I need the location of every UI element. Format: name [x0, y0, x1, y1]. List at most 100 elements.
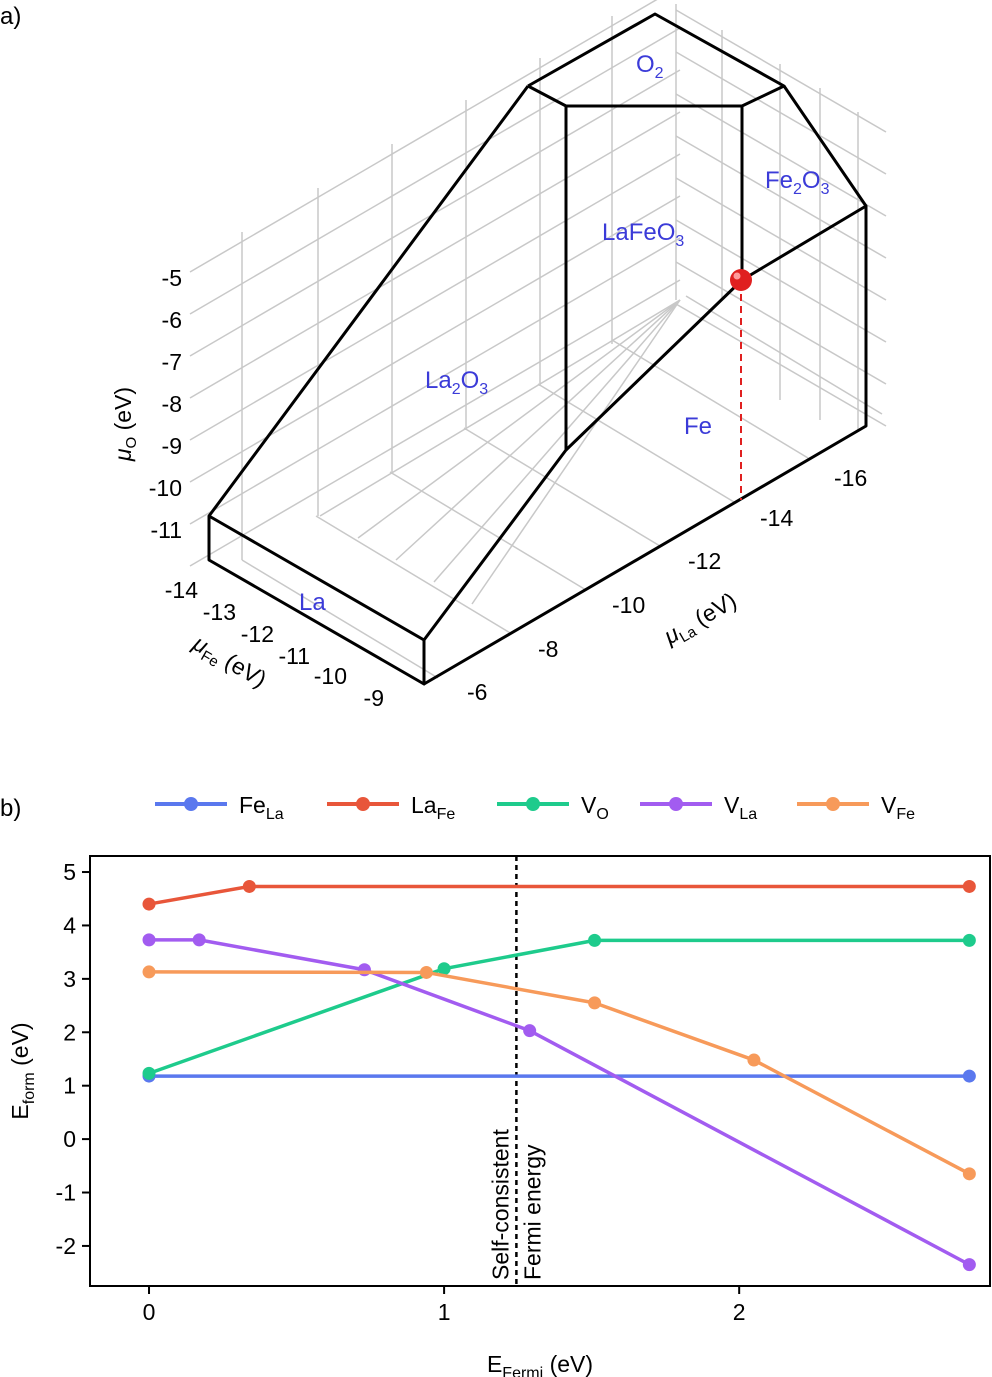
region-lafeo3: LaFeO3 [602, 219, 684, 250]
grid-line [395, 299, 681, 561]
grid-line [189, 27, 681, 315]
tick-la-0: -6 [467, 679, 487, 705]
grid-line [471, 299, 681, 605]
y-tick-label: 1 [63, 1073, 76, 1099]
point-VFe [962, 1167, 976, 1181]
grid-line [611, 339, 809, 459]
axis-mu-o-label: μO (eV) [110, 387, 140, 462]
grid-line [675, 303, 887, 427]
point-VLa [357, 963, 371, 977]
region-la2o3: La2O3 [425, 367, 488, 398]
x-tick-label: 0 [143, 1299, 156, 1325]
point-VLa [192, 933, 206, 947]
panel-a-label: a) [0, 3, 21, 30]
tick-la-4: -14 [760, 505, 793, 531]
y-tick-label: 2 [63, 1019, 76, 1045]
x-tick-label: 1 [438, 1299, 451, 1325]
x-tick-label: 2 [733, 1299, 746, 1325]
x-ticks: 0 1 2 [143, 1286, 746, 1325]
y-tick-label: 0 [63, 1126, 76, 1152]
tick-fe-4: -10 [314, 663, 347, 689]
series-line-VO [148, 938, 970, 1076]
tick-o-3: -8 [162, 391, 182, 417]
point-LaFe [142, 897, 156, 911]
y-tick-label: -1 [56, 1180, 76, 1206]
legend-label-LaFe: LaFe [411, 792, 455, 823]
tick-o-2: -7 [162, 349, 182, 375]
series-group [142, 879, 976, 1272]
edge-lafeo3-mid [564, 106, 744, 452]
grid-line [675, 93, 887, 217]
chemical-potential-marker [730, 269, 752, 291]
marker-highlight [733, 272, 741, 280]
axis-mu-la-ticks: -6 -8 -10 -12 -14 -16 [467, 465, 867, 705]
y-ticks: 5 4 3 2 1 0 -1 -2 [56, 859, 90, 1259]
tick-fe-5: -9 [364, 685, 384, 711]
grid-line [189, 153, 681, 441]
point-VLa [962, 1258, 976, 1272]
point-VFe [419, 965, 433, 979]
tick-fe-0: -14 [165, 577, 198, 603]
y-tick-label: -2 [56, 1233, 76, 1259]
legend-marker-VFe [826, 797, 840, 811]
tick-fe-2: -12 [241, 621, 274, 647]
grid-line [433, 299, 681, 583]
region-o2: O2 [636, 51, 664, 82]
point-VO [142, 1066, 156, 1080]
y-tick-label: 4 [63, 912, 76, 938]
grid-line [189, 111, 681, 399]
tick-fe-3: -11 [278, 643, 310, 669]
grid-line [675, 9, 887, 133]
tick-o-4: -9 [162, 433, 182, 459]
grid-line [189, 279, 681, 567]
legend-label-VO: VO [581, 792, 609, 823]
point-VO [588, 933, 602, 947]
edge-o2-top [527, 12, 786, 108]
fermi-label-line1: Self-consistent [487, 1129, 513, 1280]
grid-line [537, 383, 735, 503]
legend-marker-LaFe [356, 797, 370, 811]
grid-line [241, 559, 439, 679]
grid-line [319, 299, 681, 517]
grid-line [463, 427, 661, 547]
formation-energy-plot: Self-consistent Fermi energy 0 1 2 5 4 3 2 1 0 -1… [56, 855, 991, 1325]
y-tick-label: 3 [63, 966, 76, 992]
point-VLa [142, 933, 156, 947]
region-la: La [299, 589, 326, 616]
point-VFe [142, 965, 156, 979]
grid-line [357, 299, 681, 539]
point-VFe [747, 1053, 761, 1067]
point-VFe [588, 996, 602, 1010]
tick-o-6: -11 [150, 517, 182, 543]
tick-la-1: -8 [538, 636, 558, 662]
grid-line [675, 51, 887, 175]
tick-la-2: -10 [612, 592, 645, 618]
grid-line [675, 261, 887, 385]
legend-label-FeLa: FeLa [239, 792, 284, 823]
y-axis-label: Eform (eV) [7, 1022, 38, 1119]
grid-line [389, 471, 587, 591]
point-VLa [523, 1024, 537, 1038]
plot-frame [89, 855, 991, 1287]
grid-line [189, 195, 681, 483]
legend-label-VFe: VFe [881, 792, 915, 823]
point-LaFe [242, 879, 256, 893]
edge-right [423, 206, 868, 686]
legend: FeLa LaFe VO VLa VFe [155, 792, 915, 823]
series-line-VLa [149, 938, 971, 1267]
y-tick-label: 5 [63, 859, 76, 885]
series-line-VFe [149, 970, 971, 1176]
grid-line [675, 135, 887, 259]
edge-left-long [207, 85, 530, 686]
grid-line [675, 177, 887, 301]
fermi-energy-marker: Self-consistent Fermi energy [487, 856, 545, 1286]
axis-mu-fe-ticks: -14 -13 -12 -11 -10 -9 [165, 577, 384, 711]
series-line-LaFe [148, 884, 970, 906]
grid-line [685, 295, 883, 415]
point-LaFe [962, 879, 976, 893]
tick-fe-1: -13 [203, 599, 236, 625]
region-fe2o3: Fe2O3 [765, 167, 830, 198]
tick-la-3: -12 [688, 548, 721, 574]
tick-o-1: -6 [162, 307, 182, 333]
